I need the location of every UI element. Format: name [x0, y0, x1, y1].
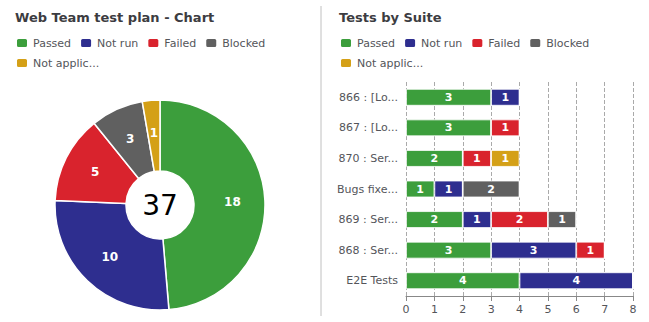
svg-text:4: 4 [459, 274, 467, 287]
svg-text:Web Team test plan - Chart: Web Team test plan - Chart [15, 10, 214, 25]
svg-text:Failed: Failed [488, 37, 520, 50]
svg-text:Passed: Passed [357, 37, 395, 50]
svg-text:Passed: Passed [33, 37, 71, 50]
svg-text:1: 1 [587, 244, 595, 257]
svg-text:1: 1 [416, 183, 424, 196]
svg-text:Tests by Suite: Tests by Suite [339, 10, 442, 25]
svg-text:Not run: Not run [97, 37, 138, 50]
svg-text:3: 3 [445, 244, 453, 257]
svg-text:1: 1 [445, 183, 453, 196]
svg-text:5: 5 [91, 165, 99, 179]
svg-text:3: 3 [126, 132, 134, 146]
svg-text:1: 1 [501, 91, 509, 104]
svg-text:7: 7 [601, 303, 608, 316]
svg-text:Blocked: Blocked [222, 37, 265, 50]
svg-text:8: 8 [630, 303, 637, 316]
svg-text:868 : Ser...: 868 : Ser... [339, 244, 398, 257]
svg-text:37: 37 [142, 189, 178, 222]
svg-text:867 : [Lo...: 867 : [Lo... [339, 121, 398, 134]
svg-text:5: 5 [544, 303, 551, 316]
svg-text:E2E Tests: E2E Tests [346, 274, 398, 287]
svg-text:4: 4 [572, 274, 580, 287]
svg-text:869 : Ser...: 869 : Ser... [339, 213, 398, 226]
svg-text:4: 4 [516, 303, 523, 316]
svg-text:18: 18 [224, 195, 241, 209]
svg-text:2: 2 [487, 183, 495, 196]
svg-text:2: 2 [459, 303, 466, 316]
svg-text:1: 1 [473, 152, 481, 165]
svg-text:Not applic...: Not applic... [33, 57, 99, 70]
svg-text:870 : Ser...: 870 : Ser... [339, 152, 398, 165]
svg-text:2: 2 [516, 213, 524, 226]
svg-text:Bugs fixe...: Bugs fixe... [337, 183, 398, 196]
svg-text:1: 1 [150, 126, 158, 140]
svg-text:6: 6 [573, 303, 580, 316]
svg-text:3: 3 [488, 303, 495, 316]
svg-text:0: 0 [403, 303, 410, 316]
svg-text:1: 1 [558, 213, 566, 226]
svg-text:Not run: Not run [421, 37, 462, 50]
svg-text:1: 1 [501, 152, 509, 165]
svg-text:1: 1 [431, 303, 438, 316]
svg-text:1: 1 [501, 121, 509, 134]
svg-text:10: 10 [101, 250, 118, 264]
svg-text:1: 1 [473, 213, 481, 226]
svg-text:Blocked: Blocked [546, 37, 589, 50]
svg-text:2: 2 [431, 213, 439, 226]
svg-text:866 : [Lo...: 866 : [Lo... [339, 91, 398, 104]
svg-text:3: 3 [530, 244, 538, 257]
svg-text:2: 2 [431, 152, 439, 165]
svg-text:3: 3 [445, 91, 453, 104]
svg-text:Failed: Failed [164, 37, 196, 50]
svg-text:3: 3 [445, 121, 453, 134]
svg-text:Not applic...: Not applic... [357, 57, 423, 70]
